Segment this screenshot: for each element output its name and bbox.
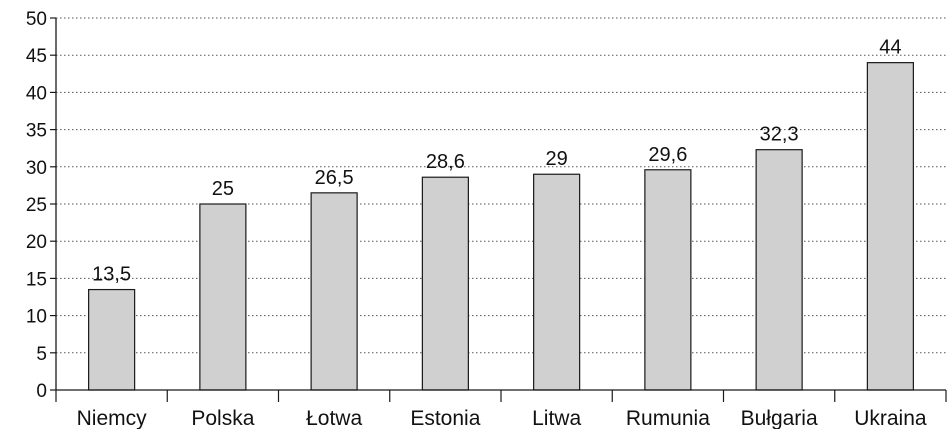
y-tick-label: 15 [26, 269, 47, 290]
data-label: 26,5 [315, 167, 354, 189]
data-label: 29 [546, 148, 568, 170]
bar [533, 173, 581, 391]
x-tick-label: Litwa [532, 407, 581, 429]
data-label: 32,3 [760, 124, 799, 146]
y-tick-label: 50 [26, 9, 47, 30]
x-tick-label: Ukraina [854, 407, 927, 429]
bar [866, 62, 914, 391]
bar [644, 169, 692, 391]
data-label: 44 [879, 37, 901, 59]
bar [755, 149, 803, 391]
y-tick-label: 45 [26, 46, 47, 67]
x-tick-label: Bułgaria [741, 407, 818, 429]
labels: 0 5 10 15 20 25 30 35 40 45 50 13,5 Niemcy 25 Polska 26… [26, 9, 927, 429]
y-tick-label: 35 [26, 121, 47, 142]
bars [88, 62, 914, 391]
y-tick-label: 30 [26, 158, 47, 179]
data-label: 29,6 [648, 144, 687, 166]
data-label: 28,6 [426, 151, 465, 173]
data-label: 13,5 [92, 264, 131, 286]
y-tick-label: 25 [26, 195, 47, 216]
y-tick-label: 40 [26, 83, 47, 104]
y-tick-label: 0 [36, 381, 47, 402]
data-label: 25 [212, 178, 234, 200]
bar [88, 288, 136, 391]
x-tick-label: Rumunia [626, 407, 710, 429]
x-tick-label: Estonia [410, 407, 480, 429]
y-tick-label: 5 [36, 344, 47, 365]
y-tick-label: 20 [26, 232, 47, 253]
x-tick-label: Łotwa [306, 407, 362, 429]
y-tick-label: 10 [26, 307, 47, 328]
bar [310, 192, 358, 391]
axes [50, 17, 947, 402]
bar [199, 203, 247, 391]
bar [421, 176, 469, 391]
x-tick-label: Polska [191, 407, 254, 429]
gridlines [56, 17, 946, 354]
x-tick-label: Niemcy [77, 407, 148, 429]
